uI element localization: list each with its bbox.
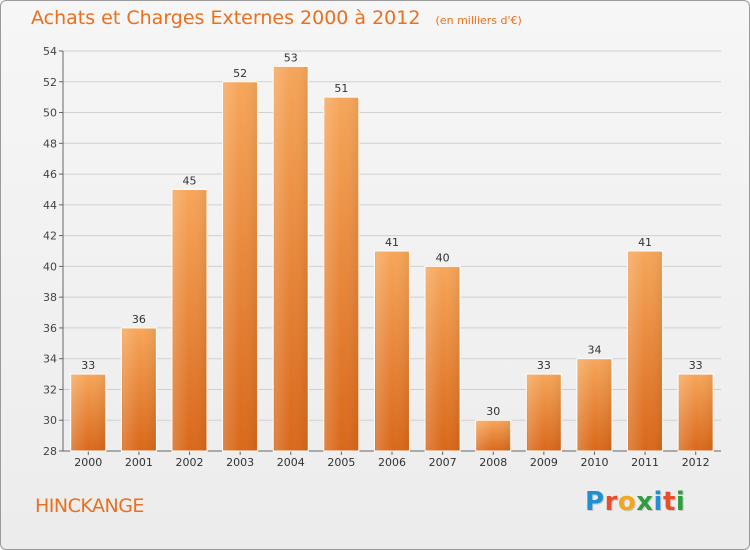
y-tick-label: 48 xyxy=(43,137,57,150)
x-tick-label: 2006 xyxy=(378,456,406,469)
bar-value-label: 51 xyxy=(334,82,348,95)
x-tick-label: 2011 xyxy=(631,456,659,469)
chart-subtitle: (en milliers d'€) xyxy=(435,14,522,27)
logo-letter: r xyxy=(604,487,618,517)
bar-shine xyxy=(577,359,611,451)
y-tick-label: 28 xyxy=(43,445,57,458)
y-tick-label: 40 xyxy=(43,260,57,273)
bar-shine xyxy=(274,67,308,451)
bar-value-label: 30 xyxy=(486,405,500,418)
bar-shine xyxy=(173,190,207,451)
logo-letter: i xyxy=(675,487,686,517)
x-tick-label: 2001 xyxy=(125,456,153,469)
chart-title: Achats et Charges Externes 2000 à 2012 xyxy=(31,7,421,29)
x-tick-label: 2000 xyxy=(74,456,102,469)
x-tick-label: 2012 xyxy=(682,456,710,469)
bar-shine xyxy=(426,267,460,451)
title-row: Achats et Charges Externes 2000 à 2012 (… xyxy=(31,7,522,29)
x-tick-label: 2008 xyxy=(479,456,507,469)
y-tick-label: 30 xyxy=(43,414,57,427)
bar-shine xyxy=(122,328,156,451)
logo-letter: P xyxy=(585,487,605,517)
y-tick-label: 52 xyxy=(43,76,57,89)
bar-value-label: 33 xyxy=(537,359,551,372)
y-tick-label: 50 xyxy=(43,107,57,120)
bar-shine xyxy=(324,98,358,452)
y-tick-label: 46 xyxy=(43,168,57,181)
x-tick-label: 2004 xyxy=(277,456,305,469)
bar-shine xyxy=(71,375,105,451)
bar-value-label: 53 xyxy=(284,51,298,64)
proxiti-logo: Proxiti xyxy=(585,487,685,517)
y-tick-label: 54 xyxy=(43,45,57,58)
x-tick-label: 2010 xyxy=(580,456,608,469)
y-tick-label: 32 xyxy=(43,383,57,396)
x-tick-label: 2003 xyxy=(226,456,254,469)
bar-value-label: 36 xyxy=(132,313,146,326)
logo-letter: i xyxy=(653,487,663,517)
y-tick-label: 42 xyxy=(43,230,57,243)
logo-letter: t xyxy=(662,487,676,517)
x-tick-label: 2007 xyxy=(429,456,457,469)
bar-value-label: 41 xyxy=(385,236,399,249)
bar-shine xyxy=(223,82,257,452)
x-tick-label: 2009 xyxy=(530,456,558,469)
bar-shine xyxy=(679,375,713,451)
bar-value-label: 33 xyxy=(81,359,95,372)
bar-shine xyxy=(527,375,561,451)
bar-value-label: 40 xyxy=(436,251,450,264)
bar-shine xyxy=(476,421,510,451)
bar-value-label: 33 xyxy=(689,359,703,372)
x-tick-label: 2005 xyxy=(327,456,355,469)
x-tick-label: 2002 xyxy=(176,456,204,469)
logo-letter: x xyxy=(636,487,654,517)
bar-shine xyxy=(375,252,409,451)
place-name: HINCKANGE xyxy=(35,495,144,517)
bar-shine xyxy=(628,252,662,451)
bars xyxy=(70,65,714,452)
bar-value-label: 41 xyxy=(638,236,652,249)
y-tick-label: 34 xyxy=(43,353,57,366)
logo-letter: o xyxy=(617,487,637,517)
y-tick-label: 44 xyxy=(43,199,57,212)
bar-value-label: 34 xyxy=(587,344,601,357)
bar-value-label: 52 xyxy=(233,67,247,80)
labels: 28 30 32 34 36 38 40 42 44 46 48 50 52 54 33 2000 36 2001… xyxy=(43,45,710,469)
y-tick-label: 38 xyxy=(43,291,57,304)
bar-value-label: 45 xyxy=(183,174,197,187)
y-tick-label: 36 xyxy=(43,322,57,335)
